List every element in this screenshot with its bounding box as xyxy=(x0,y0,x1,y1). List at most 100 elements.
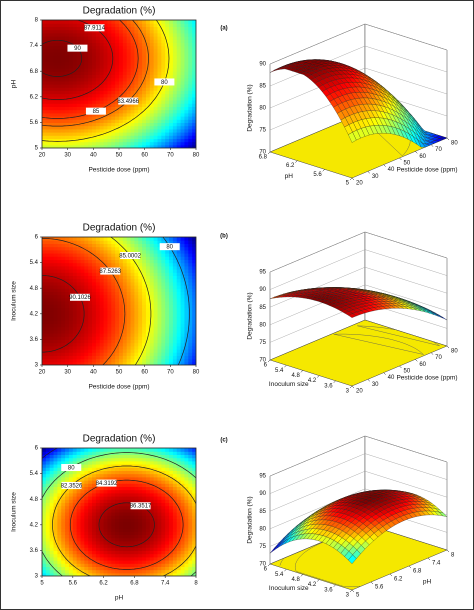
heat-cell xyxy=(88,489,93,494)
heat-cell xyxy=(99,336,105,340)
heat-cell xyxy=(84,100,89,104)
heat-cell xyxy=(172,20,178,24)
heat-cell xyxy=(192,84,196,88)
heat-cell xyxy=(126,349,132,353)
heat-cell xyxy=(130,125,135,130)
z-grid-line xyxy=(269,284,448,325)
heat-cell xyxy=(95,237,101,241)
heat-cell xyxy=(49,480,55,484)
heat-cell xyxy=(161,333,166,337)
z-tick-label: 80 xyxy=(259,106,266,112)
heat-cell xyxy=(65,74,70,79)
heat-cell xyxy=(103,256,109,260)
heat-cell xyxy=(76,470,82,475)
heat-cell xyxy=(119,323,124,328)
heat-cell xyxy=(88,144,93,148)
heat-cell xyxy=(126,90,132,95)
y-tick-label: 4.2 xyxy=(308,378,317,384)
heat-cell xyxy=(119,29,124,34)
heat-cell xyxy=(84,492,89,497)
heat-cell xyxy=(165,135,170,139)
heat-cell xyxy=(45,52,51,56)
heat-cell xyxy=(76,84,82,88)
heat-cell xyxy=(45,103,51,107)
heat-cell xyxy=(80,317,85,321)
heat-cell xyxy=(107,132,112,136)
heat-cell xyxy=(88,42,93,47)
heat-cell xyxy=(157,361,162,365)
heat-cell xyxy=(95,240,101,244)
heat-cell xyxy=(115,32,120,37)
heat-cell xyxy=(142,249,147,254)
heat-cell xyxy=(68,20,74,24)
heat-cell xyxy=(172,285,178,289)
heat-cell xyxy=(122,112,128,117)
heat-cell xyxy=(142,42,147,47)
heat-cell xyxy=(61,339,66,344)
heat-cell xyxy=(92,345,97,350)
heat-cell xyxy=(88,256,93,260)
heat-cell xyxy=(184,84,189,88)
heat-cell xyxy=(188,135,193,139)
heat-cell xyxy=(153,122,159,127)
heat-cell xyxy=(61,138,66,143)
heat-cell xyxy=(188,269,193,273)
heat-cell xyxy=(111,68,116,72)
heat-cell xyxy=(126,240,132,244)
heat-cell xyxy=(111,125,116,130)
heat-cell xyxy=(169,358,174,363)
heat-cell xyxy=(142,26,147,31)
heat-cell xyxy=(153,109,159,114)
y-tick-label: 3.6 xyxy=(30,337,39,343)
heat-cell xyxy=(149,310,155,315)
heat-cell xyxy=(169,323,174,328)
heat-cell xyxy=(149,339,155,344)
heat-cell xyxy=(45,253,51,257)
heat-cell xyxy=(76,291,82,296)
heat-cell xyxy=(68,345,74,350)
heat-cell xyxy=(192,74,196,79)
heat-cell xyxy=(45,476,51,481)
heat-cell xyxy=(169,106,174,111)
heat-cell xyxy=(49,26,55,31)
heat-cell xyxy=(49,42,55,47)
heat-cell xyxy=(126,285,132,289)
heat-cell xyxy=(153,240,159,244)
heat-cell xyxy=(169,125,174,130)
heat-cell xyxy=(165,132,170,136)
heat-cell xyxy=(130,240,135,244)
heat-cell xyxy=(88,467,93,471)
heat-cell xyxy=(49,61,55,66)
heat-cell xyxy=(95,505,101,510)
heat-cell xyxy=(76,320,82,324)
heat-cell xyxy=(153,87,159,91)
heat-cell xyxy=(180,144,186,148)
heat-cell xyxy=(169,68,174,72)
heat-cell xyxy=(180,336,186,340)
heat-cell xyxy=(65,352,70,356)
heat-cell xyxy=(115,339,120,344)
heat-cell xyxy=(45,358,51,363)
heat-cell xyxy=(80,285,85,289)
heat-cell xyxy=(149,361,155,365)
heat-cell xyxy=(145,262,151,267)
heat-cell xyxy=(119,77,124,82)
heat-cell xyxy=(145,237,151,241)
heat-cell xyxy=(92,275,97,280)
heat-cell xyxy=(142,125,147,130)
heat-cell xyxy=(76,109,82,114)
heat-cell xyxy=(53,20,58,24)
heat-cell xyxy=(42,106,47,111)
heat-cell xyxy=(184,265,189,270)
heat-cell xyxy=(184,352,189,356)
heat-cell xyxy=(192,342,196,347)
heat-cell xyxy=(84,301,89,305)
heat-cell xyxy=(134,93,139,98)
heat-cell xyxy=(172,269,178,273)
heat-cell xyxy=(192,352,196,356)
heat-cell xyxy=(142,55,147,59)
heat-cell xyxy=(165,317,170,321)
heat-cell xyxy=(165,253,170,257)
heat-cell xyxy=(107,68,112,72)
heat-cell xyxy=(142,141,147,146)
